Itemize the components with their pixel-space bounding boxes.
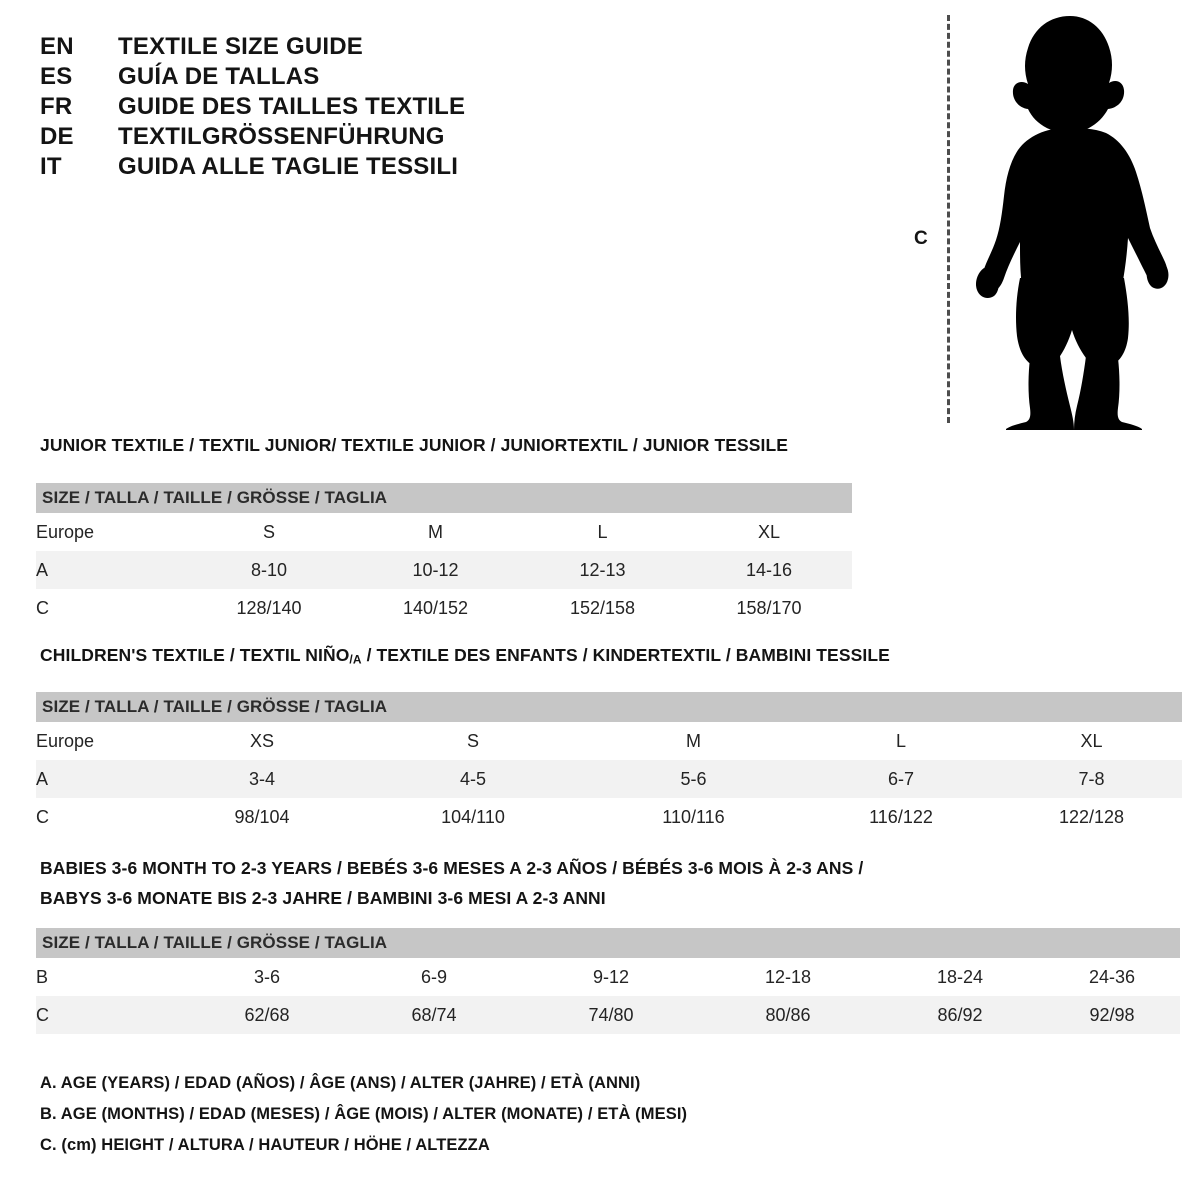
babies-months-4: 12-18 <box>700 958 876 996</box>
table-row: C 98/104 104/110 110/116 116/122 122/128 <box>36 798 1183 836</box>
table-row: A 3-4 4-5 5-6 6-7 7-8 <box>36 760 1183 798</box>
babies-months-6: 24-36 <box>1044 958 1181 996</box>
babies-months-3: 9-12 <box>522 958 700 996</box>
junior-row-label-europe: Europe <box>36 513 186 551</box>
children-heading-sub: /A <box>349 652 362 667</box>
table-row: C 62/68 68/74 74/80 80/86 86/92 92/98 <box>36 996 1181 1034</box>
language-title-es: GUÍA DE TALLAS <box>118 63 320 90</box>
language-row-de: DE TEXTILGRÖSSENFÜHRUNG <box>40 123 560 153</box>
children-row-label-europe: Europe <box>36 722 164 760</box>
babies-section-heading-line2: BABYS 3-6 MONATE BIS 2-3 JAHRE / BAMBINI… <box>40 888 606 908</box>
children-age-s: 4-5 <box>360 760 586 798</box>
height-figure-block: C <box>900 10 1180 430</box>
junior-height-xl: 158/170 <box>686 589 853 627</box>
babies-months-1: 3-6 <box>188 958 346 996</box>
babies-height-4: 80/86 <box>700 996 876 1034</box>
junior-table-band-row: SIZE / TALLA / TAILLE / GRÖSSE / TAGLIA <box>36 483 853 513</box>
junior-row-label-c: C <box>36 589 186 627</box>
babies-height-5: 86/92 <box>876 996 1044 1034</box>
junior-size-xl: XL <box>686 513 853 551</box>
babies-band-label: SIZE / TALLA / TAILLE / GRÖSSE / TAGLIA <box>36 928 1181 958</box>
legend-line-a: A. AGE (YEARS) / EDAD (AÑOS) / ÂGE (ANS)… <box>40 1074 641 1092</box>
children-height-s: 104/110 <box>360 798 586 836</box>
children-height-xl: 122/128 <box>1001 798 1183 836</box>
children-row-label-a: A <box>36 760 164 798</box>
children-size-xl: XL <box>1001 722 1183 760</box>
legend-block: A. AGE (YEARS) / EDAD (AÑOS) / ÂGE (ANS)… <box>40 1068 840 1161</box>
children-band-label: SIZE / TALLA / TAILLE / GRÖSSE / TAGLIA <box>36 692 1183 722</box>
junior-band-label: SIZE / TALLA / TAILLE / GRÖSSE / TAGLIA <box>36 483 853 513</box>
children-height-l: 116/122 <box>801 798 1001 836</box>
table-row: Europe S M L XL <box>36 513 853 551</box>
junior-age-xl: 14-16 <box>686 551 853 589</box>
children-heading-post: / TEXTILE DES ENFANTS / KINDERTEXTIL / B… <box>361 645 890 665</box>
junior-height-s: 128/140 <box>186 589 352 627</box>
junior-section-heading: JUNIOR TEXTILE / TEXTIL JUNIOR/ TEXTILE … <box>40 435 789 455</box>
babies-row-label-b: B <box>36 958 188 996</box>
babies-months-5: 18-24 <box>876 958 1044 996</box>
legend-line-c: C. (cm) HEIGHT / ALTURA / HAUTEUR / HÖHE… <box>40 1136 490 1154</box>
children-size-xs: XS <box>164 722 360 760</box>
language-code-de: DE <box>40 123 74 150</box>
babies-height-3: 74/80 <box>522 996 700 1034</box>
babies-row-label-c: C <box>36 996 188 1034</box>
children-height-m: 110/116 <box>586 798 801 836</box>
junior-row-label-a: A <box>36 551 186 589</box>
children-age-m: 5-6 <box>586 760 801 798</box>
toddler-silhouette-icon <box>975 16 1169 430</box>
language-row-en: EN TEXTILE SIZE GUIDE <box>40 33 560 63</box>
babies-size-table: SIZE / TALLA / TAILLE / GRÖSSE / TAGLIA … <box>36 928 1181 1034</box>
language-title-fr: GUIDE DES TAILLES TEXTILE <box>118 93 466 120</box>
table-row: Europe XS S M L XL <box>36 722 1183 760</box>
junior-age-s: 8-10 <box>186 551 352 589</box>
children-size-s: S <box>360 722 586 760</box>
language-code-en: EN <box>40 33 74 60</box>
children-heading-pre: CHILDREN'S TEXTILE / TEXTIL NIÑO <box>40 645 350 665</box>
language-code-fr: FR <box>40 93 73 120</box>
children-size-l: L <box>801 722 1001 760</box>
children-size-table: SIZE / TALLA / TAILLE / GRÖSSE / TAGLIA … <box>36 692 1183 836</box>
babies-months-2: 6-9 <box>346 958 522 996</box>
junior-height-m: 140/152 <box>352 589 519 627</box>
children-size-m: M <box>586 722 801 760</box>
children-height-xs: 98/104 <box>164 798 360 836</box>
language-row-it: IT GUIDA ALLE TAGLIE TESSILI <box>40 153 560 183</box>
language-code-es: ES <box>40 63 73 90</box>
children-age-xs: 3-4 <box>164 760 360 798</box>
babies-table-band-row: SIZE / TALLA / TAILLE / GRÖSSE / TAGLIA <box>36 928 1181 958</box>
language-title-de: TEXTILGRÖSSENFÜHRUNG <box>118 123 445 150</box>
babies-height-6: 92/98 <box>1044 996 1181 1034</box>
junior-height-l: 152/158 <box>519 589 686 627</box>
legend-line-b: B. AGE (MONTHS) / EDAD (MESES) / ÂGE (MO… <box>40 1105 688 1123</box>
table-row: A 8-10 10-12 12-13 14-16 <box>36 551 853 589</box>
children-table-band-row: SIZE / TALLA / TAILLE / GRÖSSE / TAGLIA <box>36 692 1183 722</box>
babies-section-heading-line1: BABIES 3-6 MONTH TO 2-3 YEARS / BEBÉS 3-… <box>40 858 864 878</box>
height-marker-label: C <box>914 228 928 249</box>
junior-age-m: 10-12 <box>352 551 519 589</box>
junior-size-table: SIZE / TALLA / TAILLE / GRÖSSE / TAGLIA … <box>36 483 853 627</box>
children-age-l: 6-7 <box>801 760 1001 798</box>
language-row-es: ES GUÍA DE TALLAS <box>40 63 560 93</box>
children-age-xl: 7-8 <box>1001 760 1183 798</box>
junior-size-s: S <box>186 513 352 551</box>
height-dashed-line <box>947 15 950 423</box>
junior-age-l: 12-13 <box>519 551 686 589</box>
children-row-label-c: C <box>36 798 164 836</box>
language-code-it: IT <box>40 153 62 180</box>
table-row: C 128/140 140/152 152/158 158/170 <box>36 589 853 627</box>
language-header-block: EN TEXTILE SIZE GUIDE ES GUÍA DE TALLAS … <box>40 33 560 183</box>
table-row: B 3-6 6-9 9-12 12-18 18-24 24-36 <box>36 958 1181 996</box>
language-title-it: GUIDA ALLE TAGLIE TESSILI <box>118 153 459 180</box>
babies-height-1: 62/68 <box>188 996 346 1034</box>
babies-height-2: 68/74 <box>346 996 522 1034</box>
children-section-heading: CHILDREN'S TEXTILE / TEXTIL NIÑO/A / TEX… <box>40 645 890 667</box>
junior-size-m: M <box>352 513 519 551</box>
language-title-en: TEXTILE SIZE GUIDE <box>118 33 363 60</box>
junior-size-l: L <box>519 513 686 551</box>
language-row-fr: FR GUIDE DES TAILLES TEXTILE <box>40 93 560 123</box>
